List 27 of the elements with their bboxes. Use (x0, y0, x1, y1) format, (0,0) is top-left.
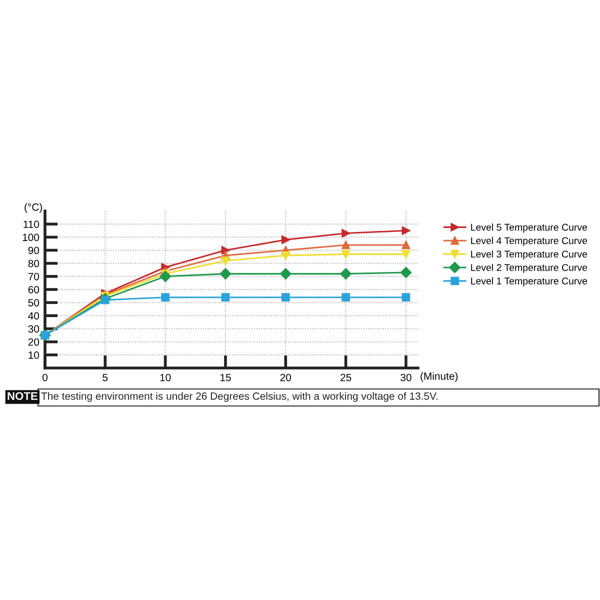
y-tick-label: 80 (28, 260, 40, 268)
legend-label: Level 2 Temperature Curve (471, 264, 588, 273)
x-tick-label: 15 (220, 374, 231, 382)
legend-label: Level 1 Temperature Curve (471, 277, 588, 286)
y-tick-label: 20 (28, 338, 40, 346)
x-axis-title: (Minute) (420, 372, 458, 382)
y-tick-label: 90 (28, 246, 40, 254)
legend-label: Level 5 Temperature Curve (471, 224, 588, 233)
y-tick-label: 30 (28, 325, 40, 333)
legend-label: Level 4 Temperature Curve (471, 236, 588, 246)
y-tick-label: 50 (28, 299, 40, 306)
x-tick-label: 25 (340, 374, 352, 382)
y-tick-label: 40 (28, 312, 40, 320)
y-tick-label: 10 (28, 351, 40, 359)
y-tick-label: 110 (24, 220, 40, 228)
x-tick-label: 5 (102, 374, 108, 382)
text: The testing environment is under 26 Degrees Celsius, with a working voltage of 13.5V. (41, 392, 438, 402)
x-tick-label: 30 (400, 374, 412, 382)
text: NOTE (8, 392, 38, 400)
legend-label: Level 3 Temperature Curve (471, 250, 588, 260)
x-tick-label: 0 (42, 374, 48, 382)
y-axis-title: (°C) (24, 203, 42, 213)
y-tick-label: 70 (28, 272, 40, 280)
x-tick-label: 10 (160, 374, 171, 382)
y-tick-label: 60 (28, 286, 40, 294)
y-tick-label: 100 (22, 234, 40, 242)
x-tick-label: 20 (280, 374, 292, 382)
